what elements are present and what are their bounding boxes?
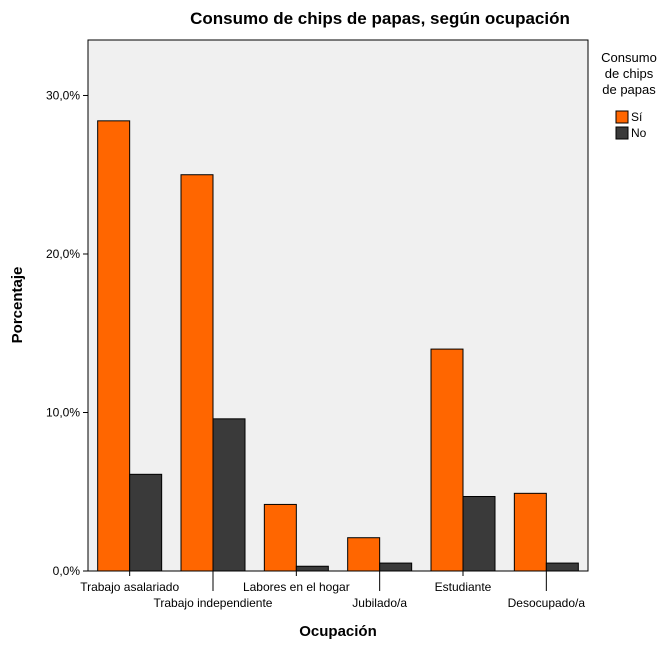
y-axis-title: Porcentaje (9, 267, 26, 344)
bar-no-5 (462, 496, 496, 572)
x-tick-label-3: Labores en el hogar (243, 580, 350, 594)
legend-label-si: Sí (631, 110, 643, 124)
bar-si-5 (430, 348, 464, 572)
bar-no-4 (379, 562, 413, 572)
y-axis: 0,0% 10,0% 20,0% 30,0% (46, 88, 88, 578)
legend-title-line-2: de chips (605, 66, 654, 81)
bar-si-2 (180, 174, 214, 572)
bar-si-6 (513, 492, 547, 572)
bar-si-3 (263, 503, 297, 572)
y-tick-label-4: 30,0% (46, 88, 80, 102)
y-tick-label-3: 20,0% (46, 247, 80, 261)
bars-layer (97, 120, 579, 572)
legend: Consumo de chips de papas Sí No (601, 50, 657, 140)
bar-no-2 (212, 418, 246, 572)
x-axis-title: Ocupación (299, 623, 377, 640)
legend-title-line-1: Consumo (601, 50, 657, 65)
x-tick-label-6: Desocupado/a (508, 596, 586, 610)
legend-label-no: No (631, 126, 647, 140)
bar-no-1 (129, 473, 163, 572)
bar-no-3 (295, 565, 329, 572)
x-axis: Trabajo asalariado Trabajo independiente L… (80, 571, 585, 610)
x-tick-label-5: Estudiante (435, 580, 492, 594)
legend-swatch-si (615, 110, 629, 124)
plot-area (87, 39, 589, 572)
y-tick-label-2: 10,0% (46, 405, 80, 419)
x-tick-label-4: Jubilado/a (352, 596, 407, 610)
legend-swatch-no (615, 126, 629, 140)
x-tick-label-1: Trabajo asalariado (80, 580, 179, 594)
chart-title: Consumo de chips de papas, según ocupaci… (190, 9, 570, 28)
y-tick-label-1: 0,0% (53, 564, 81, 578)
bar-si-4 (347, 537, 381, 572)
legend-title-line-3: de papas (602, 82, 656, 97)
bar-si-1 (97, 120, 131, 572)
bar-no-6 (545, 562, 579, 572)
x-tick-label-2: Trabajo independiente (154, 596, 273, 610)
